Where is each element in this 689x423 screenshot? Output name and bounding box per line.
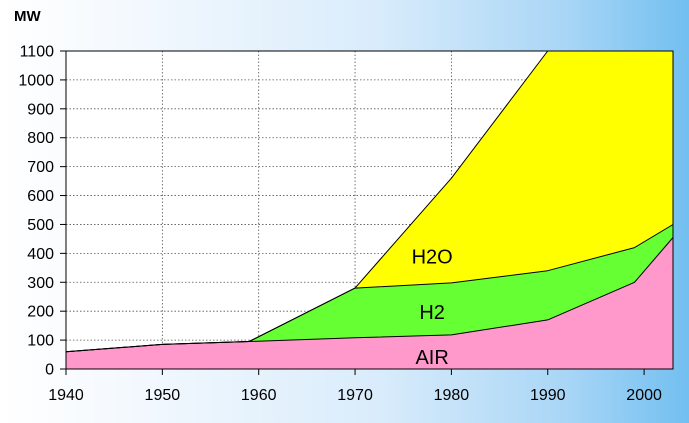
x-tick-label-1980: 1980 [434,387,470,404]
series-label-air: AIR [415,347,448,369]
x-tick-label-1990: 1990 [530,387,566,404]
x-tick-label-1960: 1960 [241,387,277,404]
x-tick-label-1940: 1940 [48,387,84,404]
y-tick-label-1100: 1100 [20,44,55,61]
tick-marks [60,50,645,375]
y-tick-label-800: 800 [27,130,54,147]
x-axis-tick-labels: 1940 1950 1960 1970 1980 1990 2000 [48,387,662,404]
y-tick-label-700: 700 [27,159,54,176]
plot-border [65,50,674,370]
x-tick-label-1950: 1950 [145,387,181,404]
series-label-h2o: H2O [412,246,453,268]
x-tick-label-1970: 1970 [337,387,373,404]
y-tick-label-300: 300 [27,275,54,292]
x-tick-label-2000: 2000 [626,387,662,404]
series-labels: H2O H2 AIR [412,246,453,369]
series-label-h2: H2 [419,302,445,324]
y-tick-label-900: 900 [27,101,54,118]
area-series [66,51,673,369]
y-axis-tick-labels: 0 100 200 300 400 500 600 700 800 900 1000 1100 [18,44,54,379]
y-axis-unit-label: MW [14,8,41,25]
y-tick-label-200: 200 [27,304,54,321]
area-air [66,237,673,369]
y-tick-label-0: 0 [45,362,54,379]
y-tick-label-400: 400 [27,246,54,263]
y-tick-label-1000: 1000 [18,72,54,89]
y-tick-label-500: 500 [27,217,54,234]
y-tick-label-100: 100 [27,333,54,350]
y-tick-label-600: 600 [27,188,54,205]
